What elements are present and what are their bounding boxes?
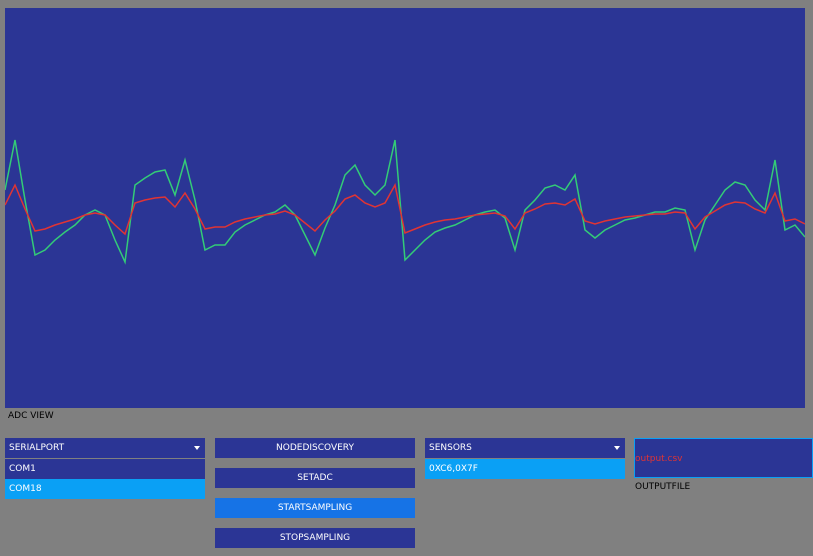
- sensors-dropdown[interactable]: SENSORS: [425, 438, 625, 458]
- sensors-option[interactable]: 0XC6,0X7F: [425, 459, 625, 479]
- button[interactable]: STARTSAMPLING: [215, 498, 415, 518]
- button[interactable]: NODEDISCOVERY: [215, 438, 415, 458]
- adc-plot: [5, 8, 805, 408]
- output-file-label: OUTPUTFILE: [635, 482, 691, 492]
- serial-port-option[interactable]: COM18: [5, 479, 205, 499]
- dropdown-arrow: [194, 446, 200, 450]
- dropdown-label: SENSORS: [429, 443, 472, 453]
- dropdown-arrow: [614, 446, 620, 450]
- signal-line: [5, 182, 805, 236]
- signal-line: [5, 139, 805, 265]
- plot-background: [5, 8, 805, 408]
- output-file-field[interactable]: output.csv: [634, 438, 813, 478]
- plot-caption: ADC VIEW: [8, 411, 54, 421]
- button[interactable]: SETADC: [215, 468, 415, 488]
- button[interactable]: STOPSAMPLING: [215, 528, 415, 548]
- serial-port-dropdown[interactable]: SERIALPORT: [5, 438, 205, 458]
- dropdown-label: SERIALPORT: [9, 443, 65, 453]
- serial-port-option[interactable]: COM1: [5, 459, 205, 479]
